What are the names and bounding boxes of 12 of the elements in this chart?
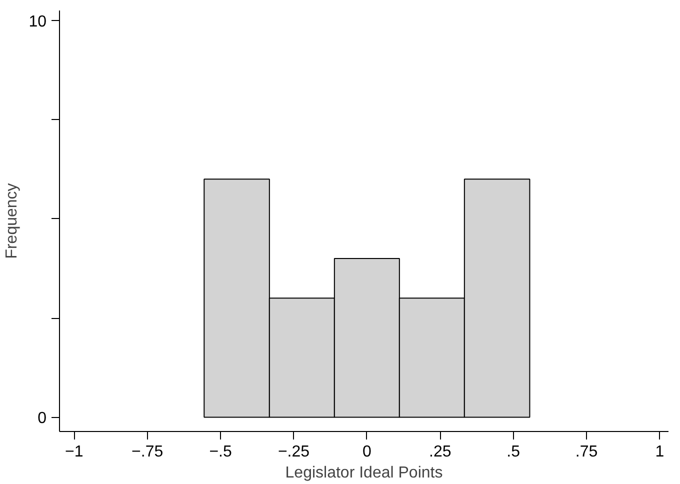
x-tick-label: .5 — [506, 444, 520, 460]
x-tick-label: 0 — [362, 444, 372, 460]
x-tick-label: 1 — [655, 444, 664, 460]
x-tick-label: .75 — [575, 444, 598, 460]
x-tick-label: −.75 — [132, 444, 164, 460]
y-axis-title: Frequency — [4, 183, 21, 259]
x-tick-label: −.5 — [209, 444, 232, 460]
x-axis-title: Legislator Ideal Points — [285, 464, 443, 482]
y-tick-label: 10 — [28, 13, 47, 30]
x-tick-label: .25 — [429, 444, 452, 460]
x-tick-label: −.25 — [278, 444, 310, 460]
x-tick-label: −1 — [65, 444, 84, 460]
